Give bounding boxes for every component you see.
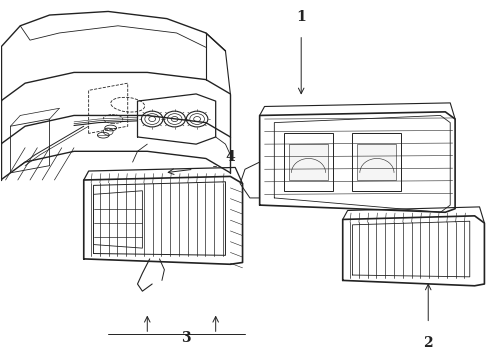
Text: 2: 2 <box>423 336 433 350</box>
Bar <box>357 144 396 180</box>
Bar <box>284 134 333 191</box>
Text: 4: 4 <box>225 150 235 164</box>
Bar <box>352 134 401 191</box>
Text: 1: 1 <box>296 10 306 24</box>
Bar <box>289 144 328 180</box>
Text: 3: 3 <box>182 331 191 345</box>
